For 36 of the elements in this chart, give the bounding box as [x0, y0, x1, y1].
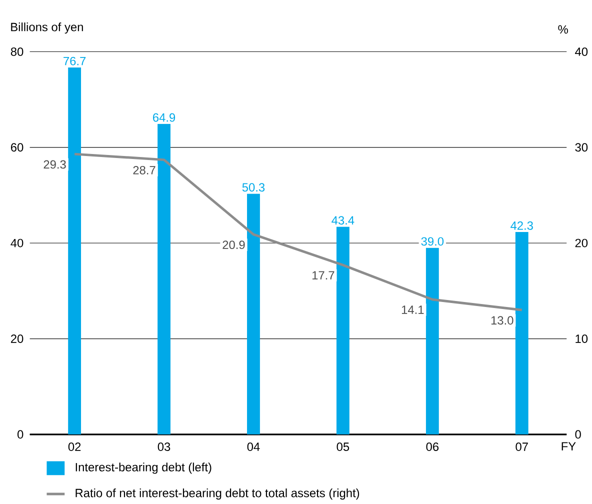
data-label: 64.9	[153, 113, 176, 122]
x-tick-label: 02	[68, 442, 81, 451]
legend-label: Interest-bearing debt (left)	[76, 462, 212, 474]
legend-label: Ratio of net interest-bearing debt to total assets (right)	[76, 488, 360, 500]
y-tick-label: 0	[17, 430, 24, 439]
y-tick-label: 80	[10, 47, 24, 56]
data-label: 28.7	[133, 166, 156, 174]
data-label: 39.0	[421, 237, 444, 246]
x-tick-label: 03	[158, 442, 170, 451]
x-tick-label: 06	[426, 442, 439, 451]
y-tick-label: 40	[10, 238, 24, 248]
data-label: 20.9	[222, 240, 245, 250]
y-axis-title: Billions of yen	[11, 22, 83, 34]
y2-tick-label: 30	[575, 143, 588, 152]
y-tick-label: 60	[11, 143, 24, 152]
data-label: 42.3	[510, 221, 533, 230]
x-tick-label: 05	[336, 442, 350, 451]
y-tick-label: 20	[10, 334, 24, 343]
y2-axis-title: %	[558, 25, 568, 34]
y2-tick-label: 20	[575, 238, 588, 248]
bar	[247, 194, 260, 434]
bar	[158, 124, 170, 434]
y2-tick-label: 0	[575, 430, 581, 439]
data-label: 14.1	[402, 306, 424, 314]
x-axis-title: FY	[562, 442, 576, 450]
x-tick-label: 04	[247, 442, 260, 451]
y2-tick-label: 10	[576, 334, 588, 343]
data-label: 29.3	[44, 160, 66, 169]
bar	[336, 226, 350, 434]
data-label: 17.7	[312, 271, 334, 280]
data-label: 76.7	[64, 56, 86, 66]
data-label: 43.4	[332, 216, 354, 225]
data-label: 50.3	[242, 183, 265, 192]
data-label: 13.0	[491, 316, 514, 325]
x-tick-label: 07	[516, 442, 528, 451]
y2-tick-label: 40	[575, 47, 588, 56]
